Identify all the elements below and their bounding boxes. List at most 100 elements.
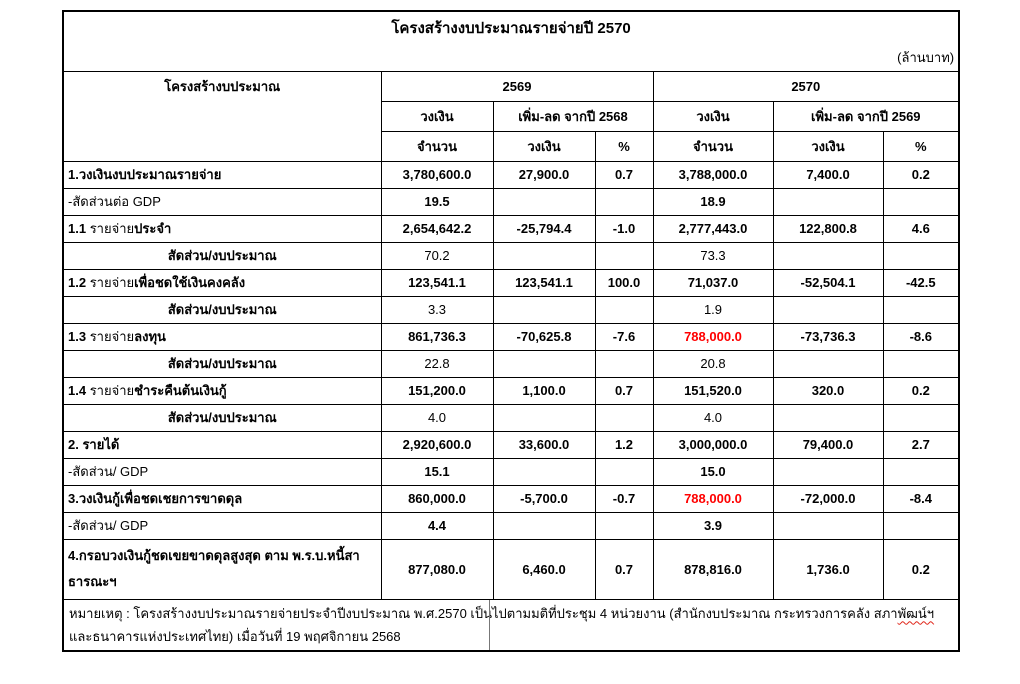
row-label: สัดส่วน/งบประมาณ [62,241,382,270]
value-cell: 151,520.0 [652,376,774,405]
value-cell [882,511,960,540]
sub-header-change-amount-1: วงเงิน [492,130,596,162]
sub-header-amount-1: จำนวน [380,130,494,162]
value-cell [772,403,884,432]
value-cell: -5,700.0 [492,484,596,513]
title-row: โครงสร้างงบประมาณรายจ่ายปี 2570 [63,11,959,44]
year-left-header: 2569 [380,70,654,102]
value-cell: 7,400.0 [772,160,884,189]
value-cell: 1,100.0 [492,376,596,405]
table-row: สัดส่วน/งบประมาณ 4.0 4.0 [62,403,960,432]
value-cell: 123,541.1 [492,268,596,297]
row-label: -สัดส่วน/ GDP [62,511,382,540]
value-cell: -8.4 [882,484,960,513]
value-cell: 27,900.0 [492,160,596,189]
structure-header: โครงสร้างบประมาณ [62,70,382,162]
row-label-part: 2. รายได้ [68,436,120,452]
stray-gridline [489,599,490,650]
value-cell: 100.0 [594,268,654,297]
table-head-section: โครงสร้างงบประมาณรายจ่ายปี 2570 (ล้านบาท… [62,11,960,162]
value-cell [492,511,596,540]
amount-left-header: วงเงิน [380,100,494,132]
value-cell: 122,800.8 [772,214,884,243]
value-cell [594,349,654,378]
value-cell [594,187,654,216]
value-cell [882,241,960,270]
table-row: 1.2 รายจ่ายเพื่อชดใช้เงินคงคลัง 123,541.1… [62,268,960,297]
row-label-part: 1.2 [68,274,90,290]
value-cell: 33,600.0 [492,430,596,459]
row-label-part: เพื่อชดใช้เงินคงคลัง [134,274,246,290]
value-cell: -1.0 [594,214,654,243]
row-label-part: รายจ่าย [89,220,135,236]
value-cell: 20.8 [652,349,774,378]
year-right-header: 2570 [652,70,960,102]
value-cell: 123,541.1 [380,268,494,297]
row-label: 1.2 รายจ่ายเพื่อชดใช้เงินคงคลัง [62,268,382,297]
value-cell: 3.9 [652,511,774,540]
value-cell [594,511,654,540]
table-row: 4.กรอบวงเงินกู้ชดเขยขาดดุลสูงสุด ตาม พ.ร… [62,538,960,600]
value-cell: 6,460.0 [492,538,596,600]
value-cell: 0.7 [594,538,654,600]
value-cell [492,403,596,432]
value-cell: 877,080.0 [380,538,494,600]
row-label: 4.กรอบวงเงินกู้ชดเขยขาดดุลสูงสุด ตาม พ.ร… [62,538,382,600]
budget-table-container: โครงสร้างงบประมาณรายจ่ายปี 2570 (ล้านบาท… [62,10,961,652]
value-cell [882,403,960,432]
row-label: 1.3 รายจ่ายลงทุน [62,322,382,351]
table-row: 1.4 รายจ่ายชำระคืนต้นเงินกู้ 151,200.0 1,1… [62,376,960,405]
row-label-part: สัดส่วน/งบประมาณ [167,355,277,371]
table-row: 1.1 รายจ่ายประจำ 2,654,642.2 -25,794.4 -1.0… [62,214,960,243]
row-label-part: -สัดส่วน/ GDP [68,463,149,479]
footnote-spellcheck-word: พัฒน์ฯ [897,605,935,621]
footnote-row: หมายเหตุ : โครงสร้างงบประมาณรายจ่ายประจำ… [62,598,960,651]
table-row: 1.3 รายจ่ายลงทุน 861,736.3 -70,625.8 -7.6 78… [62,322,960,351]
value-cell: 1.2 [594,430,654,459]
value-cell: -42.5 [882,268,960,297]
value-cell [882,187,960,216]
row-label: สัดส่วน/งบประมาณ [62,349,382,378]
footnote-text-pre: หมายเหตุ : โครงสร้างงบประมาณรายจ่ายประจำ… [69,605,898,621]
value-cell: -0.7 [594,484,654,513]
value-cell [772,241,884,270]
row-label-part: รายจ่าย [89,382,135,398]
row-label-part: ชำระคืนต้นเงินกู้ [134,382,227,398]
footnote: หมายเหตุ : โครงสร้างงบประมาณรายจ่ายประจำ… [62,598,960,651]
table-row: -สัดส่วน/ GDP 4.4 3.9 [62,511,960,540]
value-cell: 788,000.0 [652,484,774,513]
value-cell [772,295,884,324]
sub-header-amount-2: จำนวน [652,130,774,162]
value-cell: 71,037.0 [652,268,774,297]
value-cell: 788,000.0 [652,322,774,351]
row-label: 1.วงเงินงบประมาณรายจ่าย [62,160,382,189]
value-cell: -70,625.8 [492,322,596,351]
row-label-part: 1.4 [68,382,90,398]
change-right-header: เพิ่ม-ลด จากปี 2569 [772,100,960,132]
sub-header-percent-1: % [594,130,654,162]
row-label-part: -สัดส่วน/ GDP [68,517,149,533]
value-cell: 2,920,600.0 [380,430,494,459]
value-cell [492,241,596,270]
row-label-part: -สัดส่วนต่อ GDP [68,193,161,209]
value-cell: 0.2 [882,538,960,600]
value-cell [492,457,596,486]
row-label-part: สัดส่วน/งบประมาณ [167,409,277,425]
header-row-years: โครงสร้างบประมาณ 2569 2570 [62,70,960,162]
change-left-header: เพิ่ม-ลด จากปี 2568 [492,100,654,132]
table-row: 3.วงเงินกู้เพื่อชดเชยการขาดดุล 860,000.0-… [62,484,960,513]
row-label-part: 1.1 [68,220,90,236]
value-cell: 2,654,642.2 [380,214,494,243]
value-cell: 2,777,443.0 [652,214,774,243]
value-cell: 151,200.0 [380,376,494,405]
value-cell [594,403,654,432]
row-label-part: สัดส่วน/งบประมาณ [167,247,277,263]
value-cell [772,511,884,540]
value-cell: 79,400.0 [772,430,884,459]
sub-header-change-amount-2: วงเงิน [772,130,884,162]
value-cell: 878,816.0 [652,538,774,600]
footnote-text-post: และธนาคารแห่งประเทศไทย) เมื่อวันที่ 19 พ… [69,628,401,644]
value-cell: 4.0 [652,403,774,432]
value-cell: 4.4 [380,511,494,540]
value-cell [594,295,654,324]
